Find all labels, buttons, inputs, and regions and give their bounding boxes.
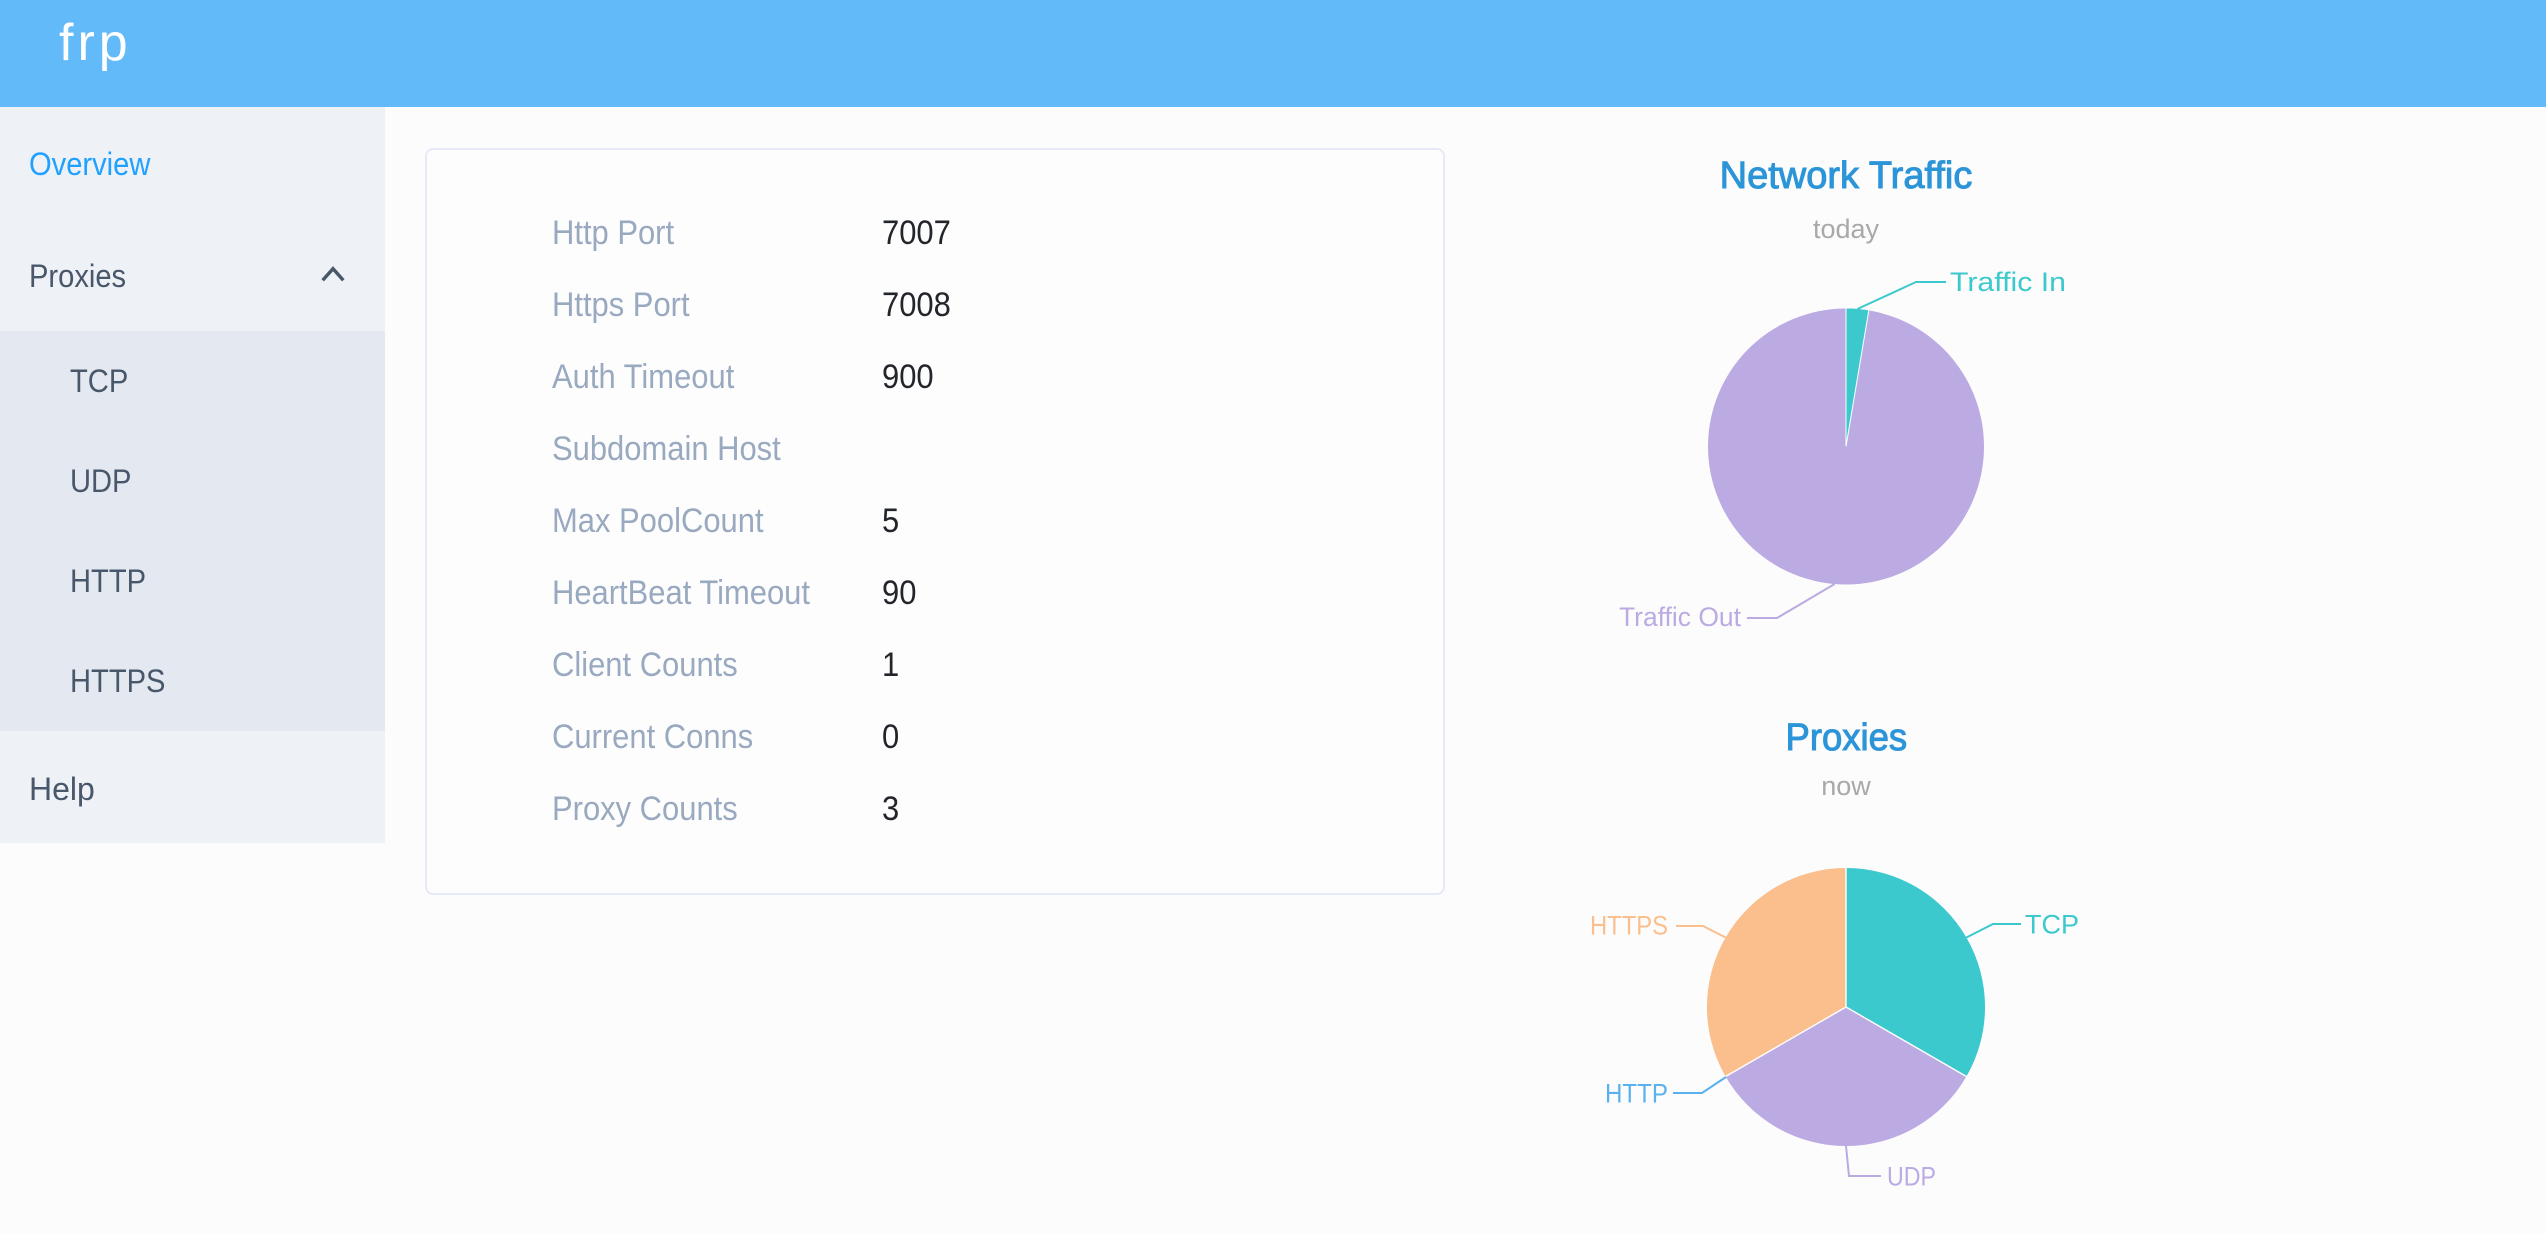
svg-text:Traffic Out: Traffic Out [1619,602,1741,632]
svg-text:Traffic In: Traffic In [1950,267,2066,297]
svg-text:UDP: UDP [1887,1162,1936,1192]
svg-text:TCP: TCP [2025,910,2079,940]
svg-text:HTTP: HTTP [1605,1079,1668,1109]
svg-text:HTTPS: HTTPS [1590,911,1668,941]
